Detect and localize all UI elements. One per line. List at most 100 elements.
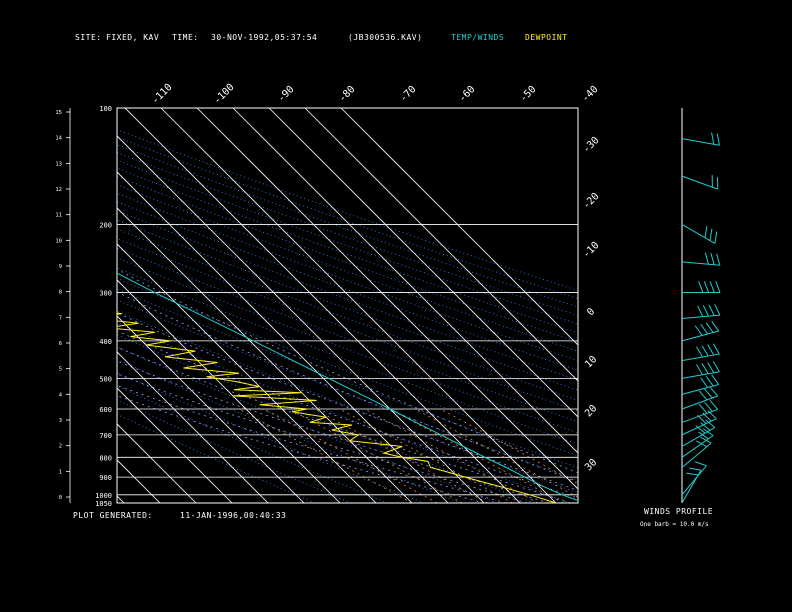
isotherm-right-label: -20 [581,191,602,212]
time-label: TIME: [172,33,199,42]
isotherm-right-label: -30 [581,135,602,156]
wind-barb-shaft [681,224,716,244]
pressure-tick-label: 500 [99,375,112,383]
height-tick-label: 8 [59,290,62,296]
dry-adiabat [117,399,352,503]
wind-barb [681,410,717,436]
wind-barb [681,361,720,379]
legend-temp: TEMP/WINDS [451,33,505,42]
wind-barb-flag [709,228,713,241]
dry-adiabat [117,359,461,503]
wind-barb-flag [694,461,707,467]
dry-adiabat [117,201,578,371]
isotherm-line [117,495,125,503]
wind-barb-shaft [681,418,717,436]
legend-dew: DEWPOINT [525,33,568,42]
wind-barb-flag [695,425,706,434]
wind-barb-flag [696,346,704,358]
wind-barb [681,428,714,458]
wind-barb-flag [700,323,709,335]
time-value: 30-NOV-1992,05:37:54 [211,33,318,42]
dry-adiabat [117,372,425,503]
isotherm-line [117,135,485,503]
wind-barb-flag [700,422,711,431]
wind-barb-flag [711,374,720,385]
isotherm-line [160,108,557,503]
dry-adiabat [117,151,578,316]
wind-barb [681,386,719,410]
isotherm-line [117,243,377,503]
wind-barb [681,132,720,146]
wind-barb [681,175,719,190]
wind-barb-flag [704,388,713,399]
wind-barb [681,343,720,362]
dry-adiabat [117,277,578,457]
wind-barb-flag [705,419,716,428]
wind-barb [681,419,716,447]
wind-barb-flag [701,363,709,375]
wind-barb-flag [705,375,714,387]
isotherm-line [117,459,161,503]
wind-barb [681,321,720,342]
dewpoint-line [117,312,557,503]
wind-barb-shaft [681,442,712,468]
wind-barb [681,252,721,266]
isotherm-line [117,387,233,503]
wind-barb-flag [689,467,702,471]
wind-barb [681,436,712,468]
dry-adiabat [117,228,578,401]
wind-barb [681,374,720,395]
dry-adiabat [117,346,498,503]
dry-adiabat [117,159,578,325]
isotherm-line [117,171,449,503]
height-tick-label: 4 [59,392,63,398]
dry-adiabat [117,167,578,334]
wind-barb-shaft [681,435,714,458]
dry-adiabat [117,413,315,503]
wind-barb-flag [711,321,720,332]
moist-adiabat [117,395,485,503]
height-tick-label: 5 [59,367,62,373]
wind-barb [681,467,702,504]
pressure-tick-label: 100 [99,105,112,113]
dry-adiabat [117,257,578,434]
pressure-tick-label: 900 [99,474,112,482]
isotherm-line [232,108,578,454]
wind-barb-shaft [681,314,720,319]
wind-barb-flag [703,281,710,293]
winds-profile-note: One barb = 10.0 m/s [640,521,709,528]
wind-barb-flag [694,325,703,336]
wind-barb-flag [701,345,709,357]
mixing-ratio-line [339,408,513,503]
wind-barb-flag [714,231,718,244]
isotherm-line [117,207,413,503]
height-tick-label: 3 [59,418,62,424]
dry-adiabat [117,184,578,352]
pressure-tick-label: 400 [99,338,112,346]
height-tick-label: 14 [55,136,62,142]
wind-barb [681,461,707,496]
wind-barb-flag [715,281,721,293]
wind-barb-flag [712,343,720,355]
dry-adiabat [117,219,578,391]
wind-barb-shaft [681,371,720,379]
moist-adiabat [117,346,571,503]
isotherm-line [0,108,16,503]
mixing-ratio-line [440,408,578,485]
moist-adiabat [117,291,578,483]
wind-barb-shaft [681,384,719,395]
wind-barb-flag [711,132,715,145]
pressure-tick-label: 1000 [95,492,112,500]
dry-adiabat [117,385,388,503]
isotherm-line [117,315,305,503]
isotherm-top-label: -40 [580,84,601,105]
isotherm-right-label: 10 [583,354,599,370]
wind-barb-flag [698,431,709,440]
wind-barb-flag [704,252,709,265]
isotherm-top-label: -90 [276,84,297,105]
plot-generated-label: PLOT GENERATED: [73,511,153,520]
dry-adiabat [117,322,571,503]
isotherm-top-label: -110 [150,82,175,107]
height-tick-label: 0 [59,495,62,501]
